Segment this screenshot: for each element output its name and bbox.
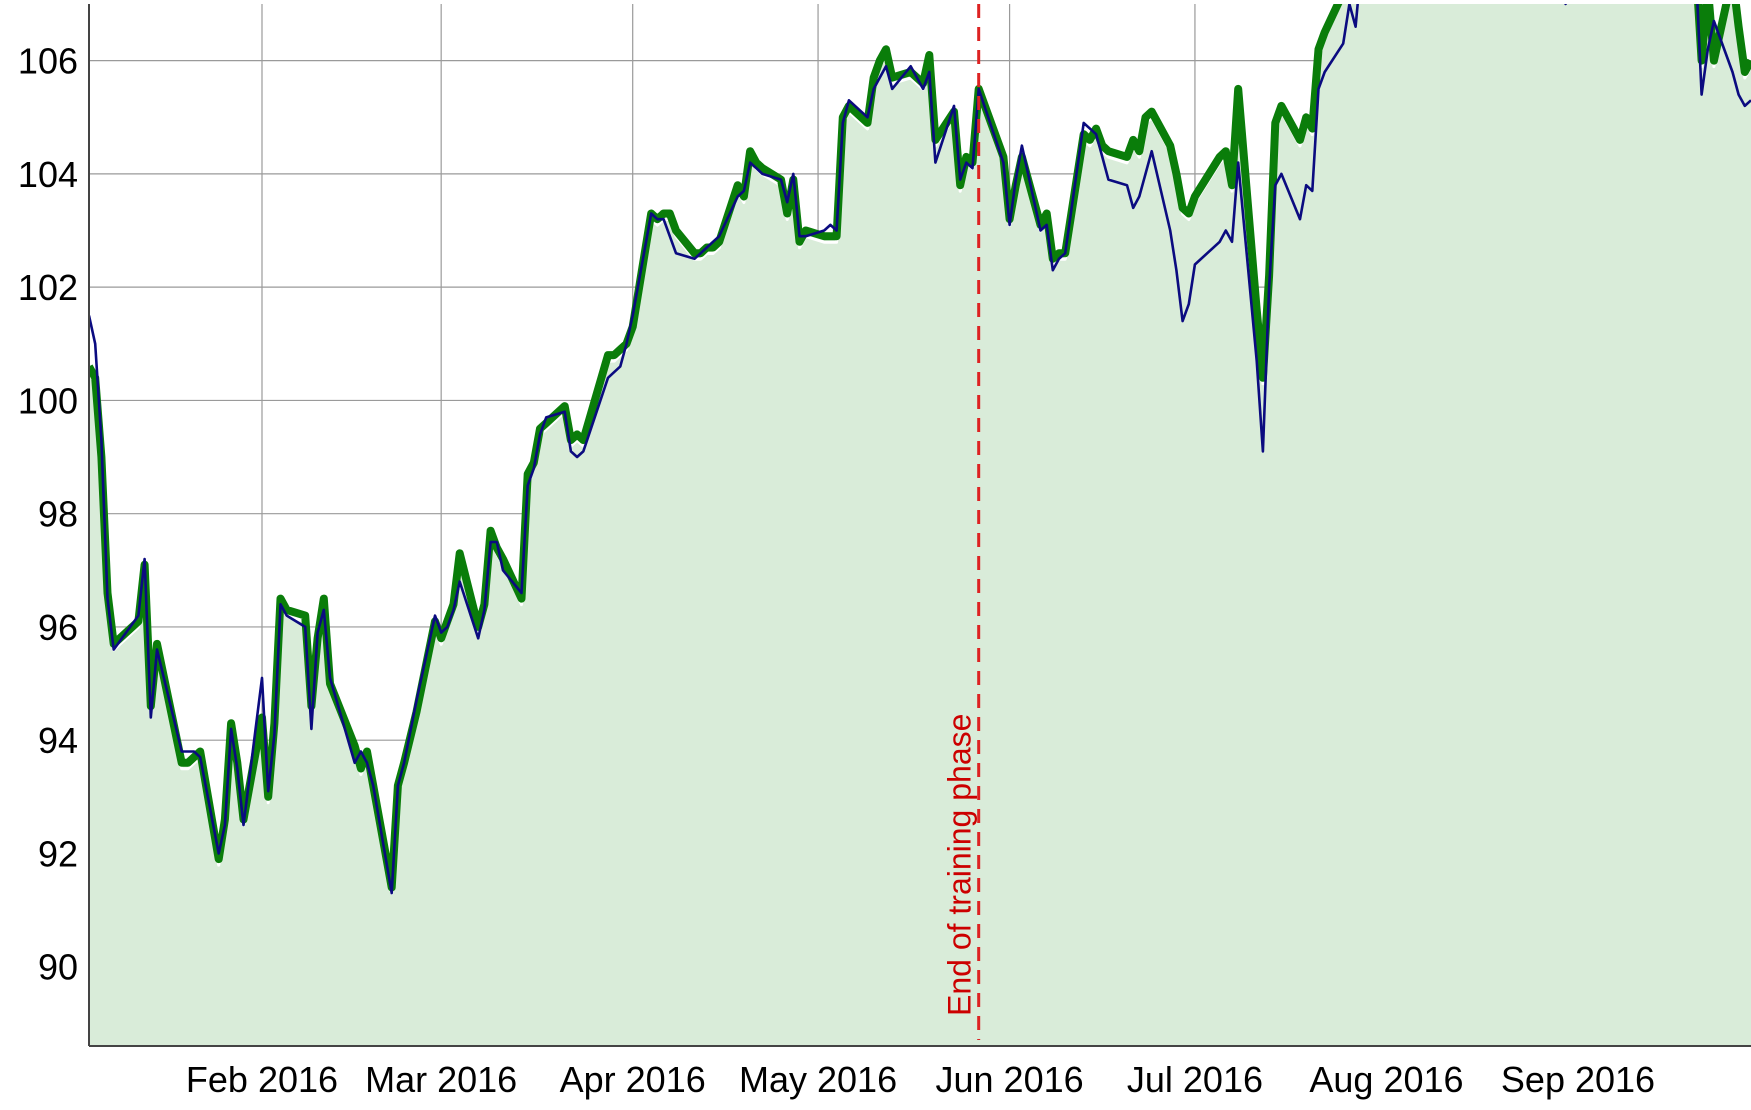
y-tick-label: 90	[38, 947, 78, 988]
y-tick-label: 94	[38, 720, 78, 761]
x-tick-label: Jun 2016	[936, 1059, 1084, 1100]
y-tick-label: 92	[38, 833, 78, 874]
y-tick-label: 106	[18, 41, 78, 82]
y-tick-label: 102	[18, 267, 78, 308]
y-tick-label: 100	[18, 380, 78, 421]
x-tick-label: Sep 2016	[1501, 1059, 1655, 1100]
area-fill	[89, 0, 1751, 1046]
x-tick-label: Aug 2016	[1309, 1059, 1463, 1100]
plot-area	[89, 0, 1751, 1046]
y-tick-labels: 90 92 94 96 98 100 102 104 106	[18, 41, 78, 988]
x-tick-label: Feb 2016	[186, 1059, 338, 1100]
y-tick-label: 98	[38, 494, 78, 535]
x-tick-label: May 2016	[739, 1059, 897, 1100]
x-tick-label: Mar 2016	[365, 1059, 517, 1100]
x-tick-label: Apr 2016	[560, 1059, 706, 1100]
y-tick-label: 96	[38, 607, 78, 648]
y-tick-label: 104	[18, 154, 78, 195]
x-tick-labels: Feb 2016 Mar 2016 Apr 2016 May 2016 Jun 2016…	[186, 1059, 1655, 1100]
training-end-label: End of training phase	[942, 714, 978, 1016]
x-tick-label: Jul 2016	[1127, 1059, 1263, 1100]
